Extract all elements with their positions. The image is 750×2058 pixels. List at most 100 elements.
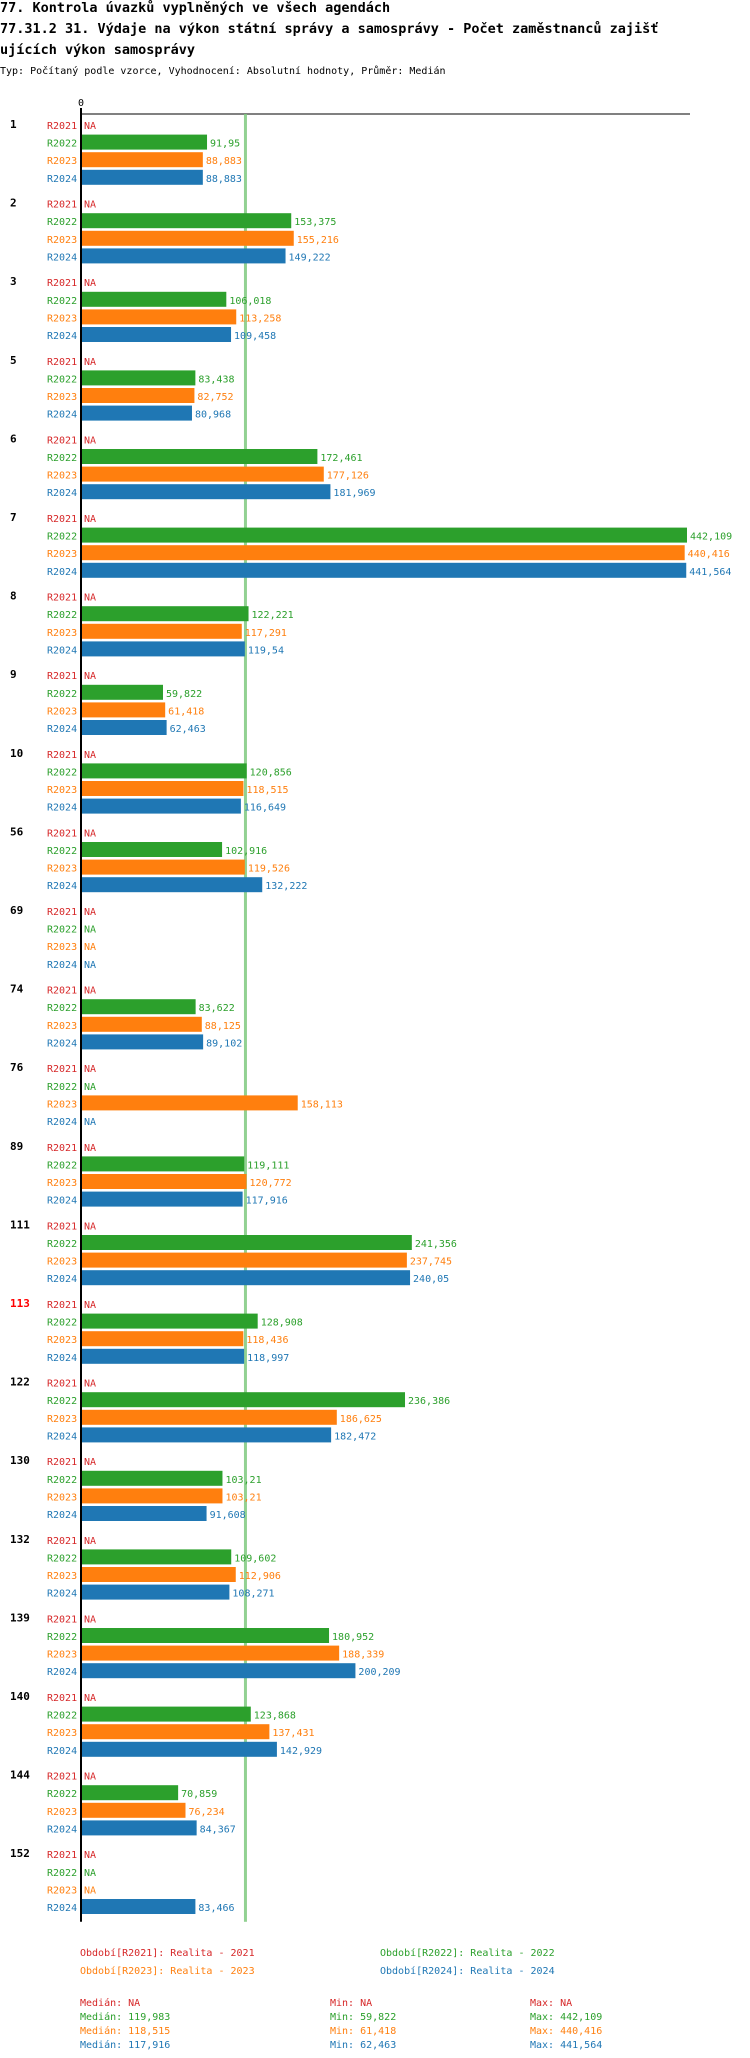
na-label: NA	[84, 357, 96, 368]
series-label: R2021	[47, 750, 77, 761]
bar-r2022	[81, 1628, 330, 1643]
data-label: 102,916	[225, 846, 267, 857]
series-label: R2024	[47, 1510, 77, 1521]
data-label: 181,969	[333, 488, 375, 499]
data-label: 82,752	[197, 392, 233, 403]
series-label: R2022	[47, 1239, 77, 1250]
category-label: 111	[10, 1218, 30, 1231]
series-label: R2023	[47, 1492, 77, 1503]
data-label: 119,54	[248, 645, 284, 656]
data-label: 89,102	[206, 1038, 242, 1049]
bar-r2024	[81, 1191, 243, 1207]
na-label: NA	[84, 1772, 96, 1783]
bar-r2022	[81, 527, 687, 543]
bar-r2022	[81, 606, 249, 622]
category-label: 113	[10, 1297, 30, 1310]
bar-r2023	[81, 1802, 186, 1818]
bar-r2023	[81, 1252, 407, 1268]
series-label: R2022	[47, 610, 77, 621]
na-label: NA	[84, 942, 96, 953]
bar-r2022	[81, 763, 247, 779]
series-label: R2022	[47, 689, 77, 700]
data-label: 113,258	[239, 313, 281, 324]
data-label: 88,125	[205, 1021, 241, 1032]
category-label: 6	[10, 432, 17, 445]
data-label: 84,367	[200, 1824, 236, 1835]
bar-r2022	[81, 213, 292, 229]
data-label: 120,772	[250, 1178, 292, 1189]
series-label: R2022	[47, 846, 77, 857]
data-label: 62,463	[170, 724, 206, 735]
series-label: R2022	[47, 374, 77, 385]
series-label: R2022	[47, 1632, 77, 1643]
series-label: R2022	[47, 1318, 77, 1329]
series-label: R2021	[47, 514, 77, 525]
series-label: R2024	[47, 174, 77, 185]
na-label: NA	[84, 1221, 96, 1232]
bar-r2022	[81, 449, 318, 464]
bar-r2024	[81, 1741, 277, 1757]
na-label: NA	[84, 121, 96, 132]
category-label: 144	[10, 1769, 30, 1782]
data-label: 109,602	[234, 1553, 276, 1564]
data-label: 177,126	[327, 471, 369, 482]
bar-r2023	[81, 545, 685, 561]
x-axis-zero-label: 0	[78, 98, 84, 109]
series-label: R2024	[47, 1903, 77, 1914]
bar-r2023	[81, 152, 203, 168]
data-label: 236,386	[408, 1396, 450, 1407]
series-label: R2021	[47, 593, 77, 604]
series-label: R2024	[47, 881, 77, 892]
category-label: 7	[10, 511, 17, 524]
data-label: 172,461	[320, 453, 362, 464]
category-label: 152	[10, 1847, 30, 1860]
category-label: 56	[10, 825, 24, 838]
series-label: R2023	[47, 1257, 77, 1268]
category-label: 140	[10, 1690, 30, 1703]
series-label: R2022	[47, 1160, 77, 1171]
series-label: R2024	[47, 645, 77, 656]
series-label: R2021	[47, 907, 77, 918]
report-title-line-1: 77. Kontrola úvazků vyplněných ve všech …	[0, 0, 391, 16]
stat-median-r2022: Medián: 119,983	[80, 2012, 171, 2023]
series-label: R2024	[47, 960, 77, 971]
bar-r2023	[81, 623, 242, 639]
stat-max-r2021: Max: NA	[530, 1998, 573, 2009]
category-label: 69	[10, 904, 23, 917]
bar-r2022	[81, 1235, 412, 1250]
data-label: 80,968	[195, 410, 231, 421]
na-label: NA	[84, 1379, 96, 1390]
series-label: R2024	[47, 1667, 77, 1678]
data-label: 149,222	[289, 252, 331, 263]
series-label: R2021	[47, 986, 77, 997]
series-label: R2023	[47, 1099, 77, 1110]
data-label: 76,234	[188, 1807, 224, 1818]
bar-r2023	[81, 230, 294, 246]
bar-r2023	[81, 1095, 298, 1111]
category-label: 10	[10, 747, 23, 760]
data-label: 91,608	[210, 1510, 246, 1521]
na-label: NA	[84, 1885, 96, 1896]
series-label: R2022	[47, 296, 77, 307]
series-label: R2022	[47, 453, 77, 464]
bar-r2024	[81, 1270, 411, 1286]
series-label: R2024	[47, 803, 77, 814]
data-label: 61,418	[168, 706, 204, 717]
series-label: R2022	[47, 767, 77, 778]
data-label: 109,458	[234, 331, 276, 342]
series-label: R2023	[47, 313, 77, 324]
data-label: 118,997	[247, 1353, 289, 1364]
bar-r2024	[81, 169, 203, 185]
series-label: R2022	[47, 532, 77, 543]
data-label: 123,868	[254, 1711, 296, 1722]
series-label: R2022	[47, 1082, 77, 1093]
bar-r2022	[81, 1706, 251, 1722]
data-label: 142,929	[280, 1746, 322, 1757]
series-label: R2023	[47, 1885, 77, 1896]
series-label: R2023	[47, 785, 77, 796]
na-label: NA	[84, 514, 96, 525]
series-label: R2022	[47, 1553, 77, 1564]
series-label: R2021	[47, 1614, 77, 1625]
series-label: R2021	[47, 1379, 77, 1390]
series-label: R2021	[47, 121, 77, 132]
